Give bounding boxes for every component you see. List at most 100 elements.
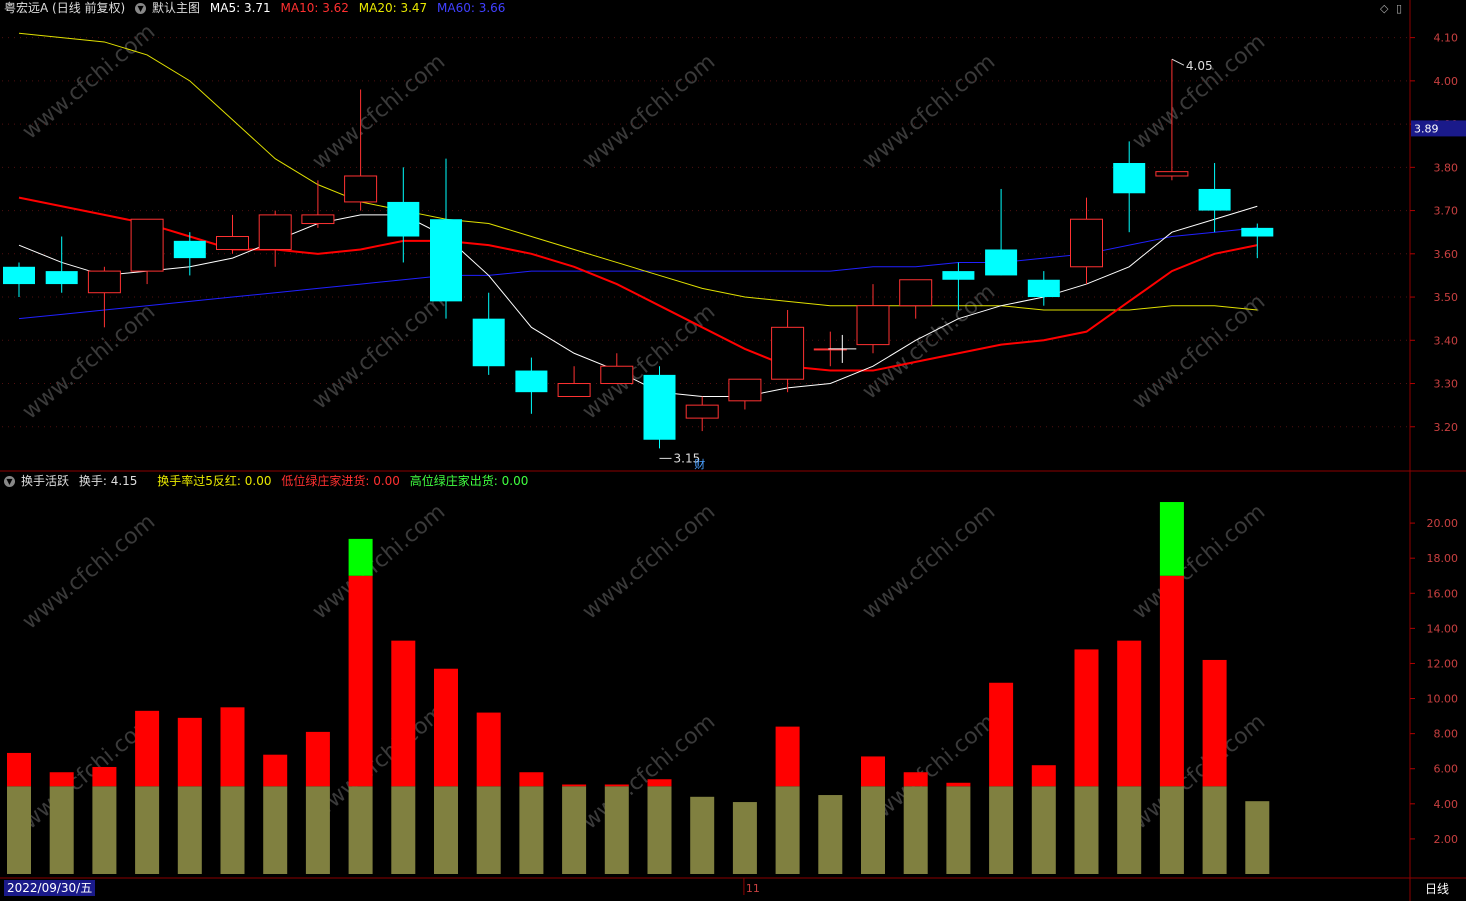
volume-bar-red — [177, 717, 202, 787]
y-tick-label: 3.50 — [1434, 291, 1459, 304]
y-tick-label: 12.00 — [1427, 657, 1459, 670]
volume-chart-header: ▼ 换手活跃 换手: 4.15 换手率过5反红: 0.00 低位绿庄家进货: 0.… — [0, 473, 534, 489]
volume-bar-base — [989, 786, 1014, 874]
turnover-label: 换手: — [78, 474, 107, 488]
price-tag-box — [1411, 120, 1466, 137]
diamond-icon: ◇ — [1380, 2, 1389, 15]
volume-bar-red — [434, 668, 458, 787]
y-tick-label: 3.60 — [1434, 248, 1459, 261]
candle-body — [600, 365, 634, 385]
candle-body — [1113, 163, 1146, 194]
volume-bar-red — [647, 779, 672, 787]
signal-1-label: 换手率过5反红: — [157, 474, 241, 488]
signal-2-value: 0.00 — [373, 474, 400, 488]
volume-bar-base — [1117, 786, 1142, 874]
volume-y-axis: 20.00 18.00 16.00 14.00 12.00 10.00 8.00 6.00 4.… — [1410, 517, 1458, 846]
volume-bar-base — [1074, 786, 1099, 874]
volume-bar-base — [1202, 786, 1227, 874]
candle-body — [685, 404, 719, 419]
ma60-line — [18, 227, 1258, 320]
fin-marker: 财 — [694, 457, 705, 471]
volume-bar-green — [348, 538, 373, 576]
ma5-readout: MA5: 3.71 — [210, 1, 271, 15]
candle-body — [557, 383, 591, 397]
high-annotation: 4.05 — [1186, 59, 1213, 73]
turnover-readout: 换手: 4.15 — [79, 474, 138, 488]
candle-body — [387, 201, 420, 237]
volume-bar-base — [220, 786, 245, 874]
ma-lines — [18, 32, 1258, 397]
stock-title[interactable]: 粤宏远A (日线 前复权) — [4, 1, 126, 15]
candle-body — [515, 370, 548, 393]
signal-2: 低位绿庄家进货: 0.00 — [281, 474, 400, 488]
volume-bar-red — [7, 752, 31, 787]
watermark-text: www.cfchi.com — [308, 49, 450, 174]
candle-body — [87, 270, 121, 294]
volume-bar-red — [1159, 575, 1184, 787]
volume-bar-base — [818, 795, 843, 874]
annotations: 4.05 3.15财 11 ◇ ▯ — [659, 2, 1402, 895]
y-tick-label: 3.80 — [1434, 161, 1459, 174]
y-tick-label: 10.00 — [1427, 693, 1459, 706]
candle-body — [130, 218, 164, 272]
watermark-text: www.cfchi.com — [18, 509, 160, 634]
volume-bar-green — [1159, 502, 1184, 576]
volume-bar-base — [135, 786, 160, 874]
signal-1-value: 0.00 — [244, 474, 272, 488]
volume-bar-red — [989, 682, 1014, 787]
signal-2-label: 低位绿庄家进货: — [281, 474, 370, 488]
volume-bar-base — [903, 786, 928, 874]
candle-body — [1241, 227, 1274, 237]
volume-bar-base — [177, 786, 202, 874]
y-tick-label: 8.00 — [1434, 728, 1459, 741]
candle-body — [1155, 171, 1189, 177]
volume-bar-base — [1245, 801, 1270, 874]
volume-bar-red — [391, 640, 416, 787]
volume-bar-base — [92, 786, 117, 874]
high-arrow — [1171, 58, 1185, 66]
main-chart-header: 粤宏远A (日线 前复权) ▼ 默认主图 MA5: 3.71 MA10: 3.62… — [0, 0, 511, 16]
indicator-name[interactable]: 换手活跃 — [21, 474, 70, 488]
candle-body — [643, 374, 676, 440]
price-tag: 3.89 — [1414, 122, 1439, 135]
volume-bar-base — [263, 786, 288, 874]
watermark-text: www.cfchi.com — [1128, 499, 1270, 624]
candle-body — [1027, 279, 1060, 298]
candle-body — [45, 271, 78, 285]
volume-bar-base — [519, 786, 544, 874]
ma20-line — [18, 32, 1258, 311]
volume-bar-red — [604, 784, 629, 787]
volume-bar-red — [476, 712, 501, 787]
volume-bar-base — [946, 786, 971, 874]
window-icon: ▯ — [1396, 2, 1402, 15]
volume-bar-base — [348, 786, 373, 874]
signal-3-value: 0.00 — [501, 474, 529, 488]
y-tick-label: 2.00 — [1434, 833, 1459, 846]
y-tick-label: 3.20 — [1434, 421, 1459, 434]
chevron-down-icon[interactable]: ▼ — [135, 3, 147, 14]
volume-bar-base — [1031, 786, 1056, 874]
volume-bar-red — [348, 575, 373, 787]
volume-bar-red — [1202, 659, 1227, 787]
signal-1: 换手率过5反红: 0.00 — [157, 474, 271, 488]
candle-body — [728, 378, 762, 402]
volume-bar-base — [1159, 786, 1184, 874]
candle-body — [899, 279, 933, 307]
volume-bar-red — [946, 782, 971, 787]
y-tick-label: 16.00 — [1427, 587, 1459, 600]
watermark-text: www.cfchi.com — [578, 49, 720, 174]
watermark-text: www.cfchi.com — [858, 499, 1000, 624]
volume-bar-base — [434, 786, 458, 874]
volume-bar-base — [49, 786, 74, 874]
ma5-value: 3.71 — [243, 1, 271, 15]
candle-body — [430, 219, 462, 302]
y-tick-label: 6.00 — [1434, 763, 1459, 776]
volume-bar-base — [7, 786, 31, 874]
candle-body — [771, 326, 805, 380]
period-tab[interactable]: 日线 — [1424, 882, 1449, 896]
main-chart-name[interactable]: 默认主图 — [152, 1, 201, 15]
ma60-readout: MA60: 3.66 — [437, 1, 505, 15]
chevron-down-icon[interactable]: ▼ — [4, 476, 15, 487]
